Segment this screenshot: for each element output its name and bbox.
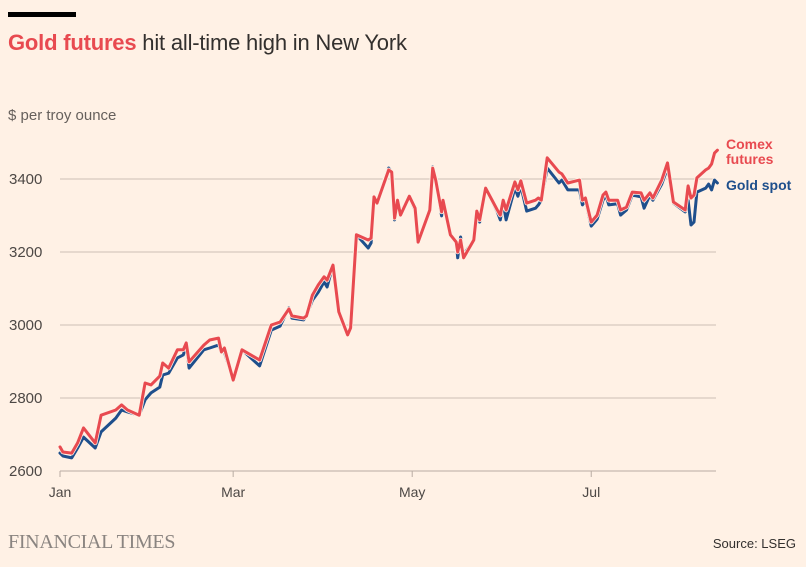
x-tick-label: May <box>399 484 425 500</box>
ft-top-bar <box>8 12 76 17</box>
gridlines: 2600 2800 3000 3200 3400 <box>9 171 716 480</box>
x-tick-label: Jul <box>582 484 600 500</box>
x-tick-label: Mar <box>221 484 245 500</box>
legend-futures-label: futures <box>726 151 774 167</box>
futures-line <box>58 148 719 455</box>
y-tick-label: 3400 <box>9 171 42 188</box>
y-tick-label: 2800 <box>9 390 42 407</box>
y-tick-label: 3200 <box>9 244 42 261</box>
ft-logo: FINANCIAL TIMES <box>8 531 176 553</box>
title-highlight: Gold futures <box>8 30 137 55</box>
x-axis: Jan Mar May Jul <box>49 470 716 500</box>
series-halo <box>58 148 719 456</box>
legend-spot-label: Gold spot <box>726 177 792 193</box>
y-axis-unit-label: $ per troy ounce <box>8 107 117 124</box>
y-tick-label: 2600 <box>9 463 42 480</box>
source-note: Source: LSEG <box>712 536 796 551</box>
x-tick-label: Jan <box>49 484 72 500</box>
y-tick-label: 3000 <box>9 317 42 334</box>
title-rest: hit all-time high in New York <box>136 30 407 55</box>
chart-title: Gold futures hit all-time high in New Yo… <box>8 30 407 56</box>
series-lines <box>58 148 719 461</box>
legend-futures-label: Comex <box>726 136 773 152</box>
